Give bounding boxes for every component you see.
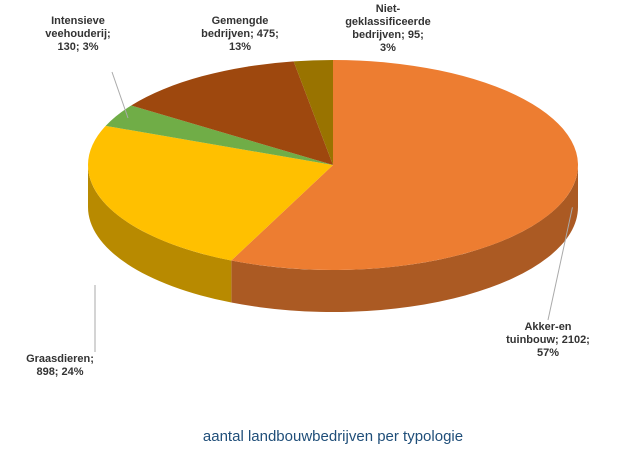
data-label: Intensieve veehouderij; 130; 3%	[45, 15, 110, 53]
slice	[131, 61, 333, 166]
label-line: 3%	[380, 42, 396, 54]
data-label: Niet-geklassificeerde bedrijven; 95; 3%	[345, 3, 431, 54]
label-line: Niet-	[376, 3, 401, 15]
data-label: Gemengde bedrijven; 475; 13%	[201, 15, 279, 53]
slice-side	[231, 165, 579, 312]
slice	[293, 60, 333, 165]
chart-title: aantal landbouwbedrijven per typologie	[203, 428, 463, 445]
label-line: Graasdieren;	[26, 353, 94, 365]
slice	[105, 105, 333, 165]
label-line: 130; 3%	[58, 41, 99, 53]
label-line: bedrijven; 475;	[201, 28, 279, 40]
leader-line	[111, 71, 129, 119]
label-line: 57%	[537, 347, 559, 359]
slice-side	[88, 165, 232, 303]
label-line: Gemengde	[212, 15, 269, 27]
label-line: veehouderij;	[45, 28, 110, 40]
slice	[88, 125, 334, 261]
data-label: Akker-en tuinbouw; 2102; 57%	[506, 321, 590, 359]
label-line: 13%	[229, 41, 251, 53]
label-line: bedrijven; 95;	[352, 29, 424, 41]
label-line: Akker-en	[524, 321, 571, 333]
label-line: tuinbouw; 2102;	[506, 334, 590, 346]
data-label: Graasdieren; 898; 24%	[26, 353, 94, 378]
slice	[231, 60, 579, 270]
label-line: 898; 24%	[36, 366, 83, 378]
label-line: geklassificeerde	[345, 16, 431, 28]
label-line: Intensieve	[51, 15, 105, 27]
leader-line	[547, 207, 573, 321]
